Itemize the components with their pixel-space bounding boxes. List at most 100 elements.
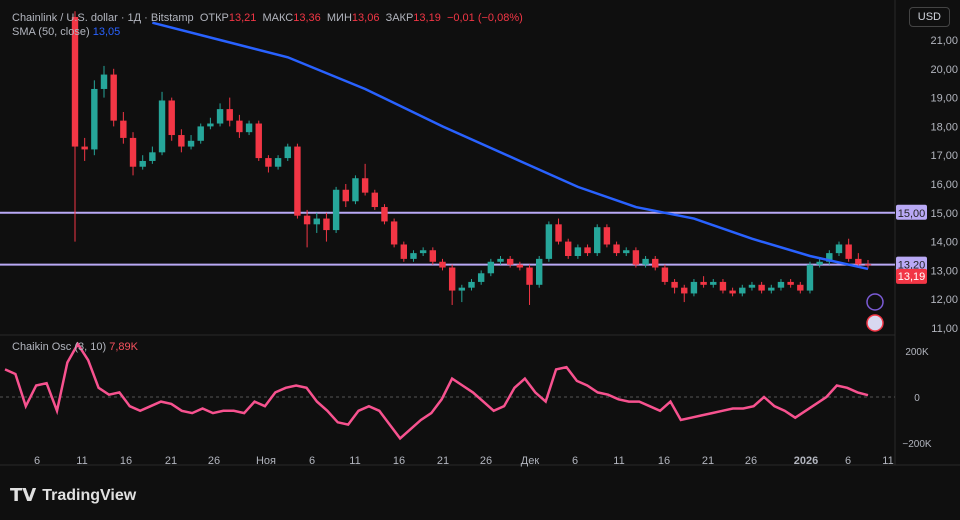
candle-body — [806, 264, 814, 291]
time-tick: 6 — [309, 455, 315, 467]
candle-body — [158, 100, 166, 153]
candle-body — [284, 146, 291, 159]
candle-body — [719, 281, 727, 291]
currency-button[interactable]: USD — [908, 7, 950, 27]
candle-body — [642, 258, 649, 265]
candle-body — [294, 146, 301, 216]
osc-tick: −200K — [902, 439, 932, 450]
candle-body — [545, 224, 553, 259]
candle-body — [487, 261, 495, 274]
candle-body — [371, 192, 378, 208]
time-tick: 16 — [120, 455, 132, 467]
last-price-tag — [896, 268, 927, 284]
candle-body — [458, 287, 466, 291]
candle-body — [81, 146, 88, 150]
candle-body — [468, 281, 475, 288]
price-tick: 12,00 — [930, 294, 958, 306]
time-tick: 11 — [76, 455, 87, 467]
candle-body — [71, 16, 79, 147]
candle-body — [816, 261, 823, 265]
candle-body — [526, 267, 533, 285]
candle-body — [729, 290, 736, 294]
time-tick: 6 — [845, 455, 851, 467]
candle-body — [168, 100, 175, 136]
candle-body — [91, 88, 98, 150]
candle-body — [574, 247, 582, 256]
osc-legend[interactable]: Chaikin Osc (3, 10) 7,89K — [12, 341, 138, 353]
open-value: 13,21 — [228, 12, 257, 24]
time-tick: Ноя — [256, 455, 276, 467]
candle-body — [768, 287, 775, 291]
time-tick: 6 — [34, 455, 40, 467]
price-tick: 15,00 — [930, 208, 958, 220]
candle-body — [410, 253, 417, 259]
sma-value: 13,05 — [92, 26, 121, 38]
symbol-legend: Chainlink / U.S. dollar · 1Д · Bitstamp … — [12, 12, 523, 24]
candle-body — [710, 281, 717, 285]
candle-body — [110, 74, 117, 121]
price-tick: 21,00 — [930, 35, 958, 47]
low-label: МИН — [326, 12, 352, 24]
candle-body — [652, 258, 659, 268]
close-label: ЗАКР — [385, 12, 414, 24]
time-tick: 16 — [658, 455, 670, 467]
hline-price-label: 15,00 — [898, 208, 926, 220]
tradingview-logo[interactable]: 𝗧𝗩 TradingView — [10, 485, 136, 506]
us-flag-icon — [866, 314, 884, 332]
time-tick: 21 — [165, 455, 177, 467]
candle-body — [835, 244, 843, 254]
time-tick: 21 — [437, 455, 449, 467]
time-tick: 11 — [613, 455, 624, 467]
price-tick: 17,00 — [930, 150, 958, 162]
candle-body — [139, 160, 146, 167]
candle-body — [274, 158, 282, 167]
candle-body — [303, 215, 311, 225]
candle-body — [187, 140, 195, 147]
candle-body — [535, 258, 543, 285]
osc-label: Chaikin Osc (3, 10) — [12, 341, 107, 353]
last-price-label: 13,19 — [898, 271, 926, 283]
candle-body — [381, 207, 388, 222]
time-tick: 2026 — [794, 455, 818, 467]
hline-price-label: 13,20 — [898, 260, 926, 272]
candle-body — [245, 123, 253, 133]
candle-body — [149, 152, 156, 161]
candle-body — [777, 281, 785, 288]
lightning-icon — [866, 293, 884, 311]
candle-body — [797, 284, 804, 291]
candle-body — [758, 284, 765, 291]
candle-body — [390, 221, 398, 245]
candle-body — [681, 287, 688, 294]
candle-body — [555, 224, 562, 242]
candle-body — [342, 189, 349, 202]
price-tick: 20,00 — [930, 64, 958, 76]
tv-logo-icon: 𝗧𝗩 — [10, 485, 37, 505]
price-tick: 18,00 — [930, 121, 958, 133]
osc-tick: 200K — [905, 347, 929, 358]
sma-legend[interactable]: SMA (50, close) 13,05 — [12, 26, 120, 38]
candle-body — [197, 126, 204, 141]
candle-body — [603, 227, 611, 245]
time-tick: 11 — [882, 455, 893, 467]
time-tick: 26 — [745, 455, 757, 467]
hline-price-tag — [896, 204, 927, 220]
candle-body — [671, 281, 678, 288]
candle-body — [855, 258, 862, 265]
candle-body — [400, 244, 408, 259]
candle-body — [255, 123, 262, 159]
candle-body — [448, 267, 456, 291]
candle-body — [361, 178, 369, 193]
price-tick: 13,00 — [930, 265, 958, 277]
candle-body — [787, 281, 794, 285]
candle-body — [429, 250, 437, 262]
time-tick: 6 — [572, 455, 578, 467]
candle-body — [419, 250, 427, 254]
candle-body — [700, 281, 707, 285]
candle-body — [739, 287, 746, 294]
time-tick: 26 — [480, 455, 492, 467]
price-tick: 19,00 — [930, 93, 958, 105]
candle-body — [129, 137, 137, 167]
candle-body — [178, 135, 185, 147]
open-label: ОТКР — [199, 12, 229, 24]
